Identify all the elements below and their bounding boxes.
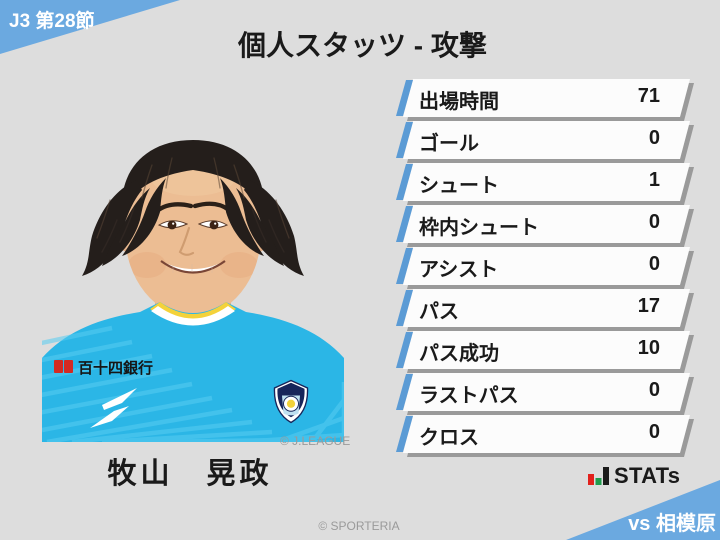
svg-text:百十四銀行: 百十四銀行 [78, 359, 153, 377]
